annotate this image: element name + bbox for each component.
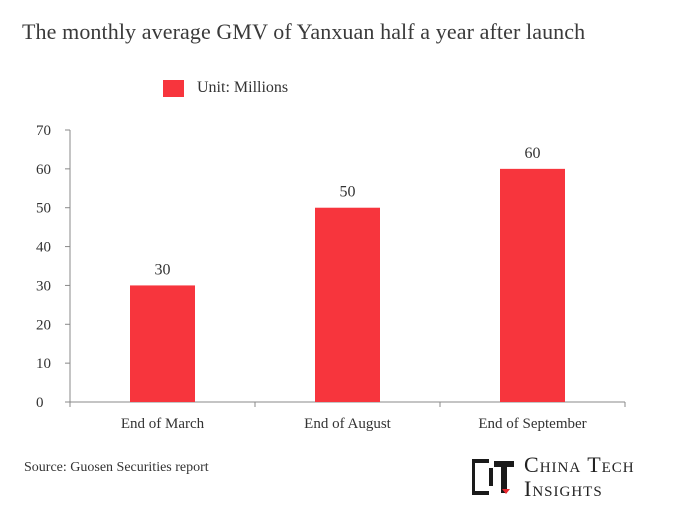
data-label: 30: [155, 261, 171, 278]
x-tick-label: End of September: [478, 416, 586, 432]
y-tick-label: 30: [36, 278, 51, 294]
source-note: Source: Guosen Securities report: [24, 460, 209, 475]
y-tick-label: 70: [36, 123, 51, 139]
china-tech-insights-logo-icon: [472, 459, 514, 495]
y-tick-label: 50: [36, 201, 51, 217]
chart-title: The monthly average GMV of Yanxuan half …: [22, 19, 586, 44]
brand-logo: CHINA TECH INSIGHTS: [472, 454, 635, 500]
brand-name-line2: INSIGHTS: [524, 476, 603, 501]
bar-end-of-september: [500, 168, 565, 402]
legend: Unit: Millions: [163, 79, 288, 97]
x-tick-label: End of March: [121, 416, 205, 432]
bar-end-of-march: [130, 285, 195, 402]
y-tick-label: 10: [36, 356, 51, 372]
y-tick-label: 20: [36, 317, 51, 333]
x-tick-label: End of August: [304, 416, 392, 432]
y-tick-label: 40: [36, 240, 51, 256]
y-tick-label: 0: [36, 395, 44, 411]
data-label: 50: [340, 184, 356, 201]
bar-end-of-august: [315, 207, 380, 402]
legend-label: Unit: Millions: [197, 79, 289, 96]
data-label: 60: [525, 145, 541, 162]
legend-swatch: [163, 79, 184, 97]
y-tick-label: 60: [36, 162, 51, 178]
brand-name-line1: CHINA TECH: [524, 452, 635, 477]
